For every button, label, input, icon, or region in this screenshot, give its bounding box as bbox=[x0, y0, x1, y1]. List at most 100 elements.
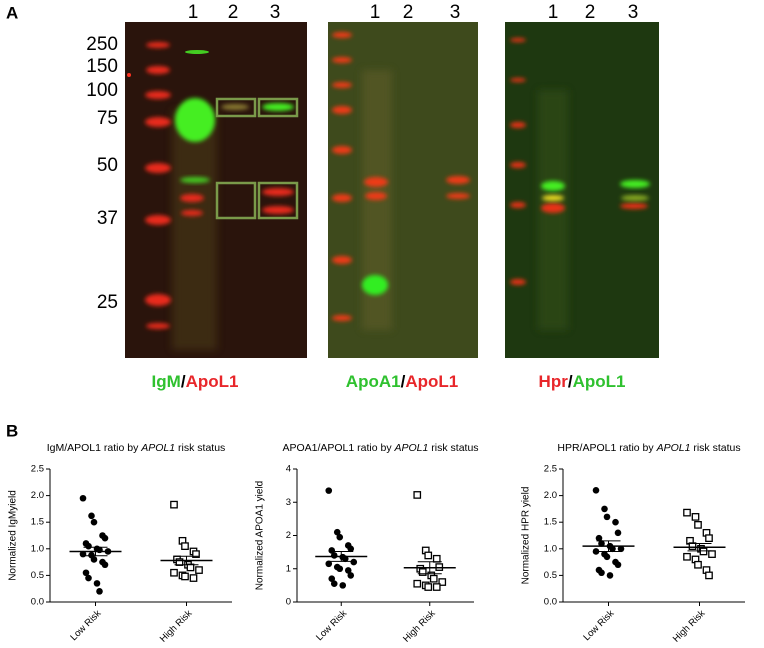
data-point bbox=[85, 574, 92, 582]
error-bar bbox=[174, 555, 199, 566]
y-tick-label: 2.0 bbox=[31, 490, 44, 501]
mw-marker: 50 bbox=[97, 155, 118, 176]
title-part: IgM/APOL1 ratio by bbox=[47, 442, 142, 454]
data-point bbox=[170, 568, 178, 577]
data-point bbox=[413, 579, 422, 588]
data-point bbox=[614, 561, 622, 569]
data-point bbox=[438, 578, 447, 586]
y-tick-label: 1.0 bbox=[544, 543, 557, 554]
data-point bbox=[606, 572, 614, 579]
lane-label: 3 bbox=[270, 2, 281, 23]
data-point bbox=[325, 487, 333, 494]
data-point bbox=[699, 547, 708, 556]
y-tick-label: 3 bbox=[286, 497, 291, 508]
data-point bbox=[325, 560, 333, 568]
data-point bbox=[90, 518, 98, 526]
data-point bbox=[96, 588, 103, 595]
data-point bbox=[328, 547, 336, 554]
x-tick-label: High Risk bbox=[401, 608, 438, 645]
mw-marker: 75 bbox=[97, 108, 118, 129]
data-point bbox=[347, 572, 355, 579]
data-point bbox=[424, 551, 433, 560]
data-point bbox=[413, 491, 422, 499]
y-tick-label: 1.0 bbox=[31, 543, 44, 554]
y-tick-label: 1.5 bbox=[544, 517, 557, 528]
data-point bbox=[595, 534, 603, 542]
lane-label: 2 bbox=[403, 2, 414, 23]
data-point bbox=[347, 545, 355, 553]
error-bar bbox=[687, 542, 712, 552]
data-point bbox=[186, 563, 195, 572]
title-part: HPR/APOL1 ratio by bbox=[557, 442, 656, 454]
data-point bbox=[592, 548, 600, 555]
x-tick-label: Low Risk bbox=[581, 608, 616, 643]
data-point bbox=[336, 565, 344, 573]
y-axis-label: Normalized IgMyield bbox=[8, 490, 19, 581]
chart-title: HPR/APOL1 ratio by APOL1 risk status bbox=[557, 442, 740, 454]
error-bar bbox=[329, 550, 354, 562]
y-axis-label: Normalized HPR yield bbox=[521, 487, 532, 585]
chart-title: IgM/APOL1 ratio by APOL1 risk status bbox=[47, 442, 226, 454]
mw-marker: 150 bbox=[86, 56, 118, 77]
lane-label: 1 bbox=[188, 2, 199, 23]
lane-label: 2 bbox=[228, 2, 239, 23]
caption-part: Hpr bbox=[539, 372, 569, 391]
data-point bbox=[192, 550, 200, 558]
panel-label: A bbox=[6, 3, 18, 22]
title-part: APOL1 bbox=[394, 442, 429, 454]
title-part: risk status bbox=[690, 442, 740, 454]
data-point bbox=[336, 533, 344, 541]
data-point bbox=[79, 494, 87, 502]
data-point bbox=[694, 560, 702, 569]
data-point bbox=[694, 521, 702, 529]
data-point bbox=[603, 553, 611, 561]
lane-label: 1 bbox=[548, 2, 559, 23]
data-point bbox=[350, 558, 358, 566]
caption-part: IgM bbox=[152, 372, 181, 391]
y-tick-label: 4 bbox=[286, 464, 291, 475]
data-point bbox=[683, 552, 691, 561]
y-axis-label: Normalized APOA1 yield bbox=[255, 481, 266, 591]
lane-label: 1 bbox=[370, 2, 381, 23]
data-point bbox=[175, 558, 184, 566]
y-tick-label: 2 bbox=[286, 530, 291, 541]
title-part: APOA1/APOL1 ratio by bbox=[282, 442, 394, 454]
x-tick-label: High Risk bbox=[671, 608, 708, 645]
data-point bbox=[592, 486, 600, 494]
chart-title: APOA1/APOL1 ratio by APOL1 risk status bbox=[282, 442, 478, 454]
y-tick-label: 2.5 bbox=[544, 464, 557, 475]
data-point bbox=[614, 529, 622, 537]
data-point bbox=[93, 580, 101, 587]
caption-part: ApoL1 bbox=[186, 372, 239, 391]
data-point bbox=[617, 545, 625, 553]
data-point bbox=[603, 513, 611, 521]
data-point bbox=[429, 574, 438, 583]
data-point bbox=[708, 550, 716, 558]
mw-marker: 37 bbox=[97, 208, 118, 229]
data-point bbox=[691, 513, 700, 521]
data-point bbox=[82, 569, 90, 577]
data-point bbox=[432, 583, 441, 591]
y-tick-label: 0 bbox=[286, 597, 291, 608]
data-point bbox=[330, 552, 338, 559]
blot-2 bbox=[328, 22, 478, 358]
data-point bbox=[189, 574, 198, 582]
data-point bbox=[90, 556, 98, 563]
x-tick-label: Low Risk bbox=[314, 608, 349, 643]
data-point bbox=[612, 518, 619, 526]
blot-caption: Hpr/ApoL1 bbox=[539, 372, 626, 391]
error-bar bbox=[596, 540, 621, 552]
data-point bbox=[683, 508, 691, 517]
title-part: APOL1 bbox=[140, 442, 175, 454]
mw-marker: 100 bbox=[86, 80, 118, 101]
data-point bbox=[601, 505, 608, 513]
x-tick-label: Low Risk bbox=[68, 608, 103, 643]
x-tick-label: High Risk bbox=[158, 608, 195, 645]
data-point bbox=[101, 561, 109, 569]
lane-label: 2 bbox=[585, 2, 596, 23]
blot-3 bbox=[505, 22, 659, 358]
data-point bbox=[181, 572, 189, 581]
panel-label: B bbox=[6, 421, 18, 440]
